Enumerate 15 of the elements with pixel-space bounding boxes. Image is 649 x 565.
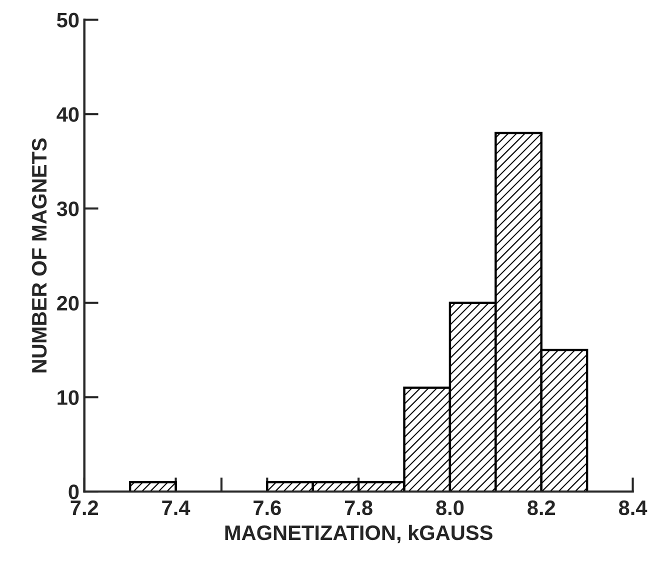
- y-tick-label: 50: [56, 12, 79, 28]
- y-tick-label: 10: [58, 390, 79, 405]
- y-tick-label: 20: [57, 296, 79, 311]
- y-tick-label: 40: [56, 107, 79, 122]
- x-tick-label: 8.4: [618, 500, 648, 516]
- x-tick-label: 8.2: [528, 500, 556, 516]
- y-tick-label: 30: [56, 201, 79, 216]
- x-tick-label: 8.0: [436, 500, 464, 516]
- x-tick-label: 7.8: [344, 500, 372, 516]
- x-tick-label: 7.2: [70, 500, 98, 515]
- x-tick-label: 7.6: [254, 500, 281, 516]
- y-axis-title: NUMBER OF MAGNETS: [32, 138, 47, 372]
- x-tick-label: 7.4: [162, 500, 190, 515]
- y-tick-label: 0: [68, 484, 79, 500]
- x-axis-title: MAGNETIZATION, kGAUSS: [225, 524, 492, 544]
